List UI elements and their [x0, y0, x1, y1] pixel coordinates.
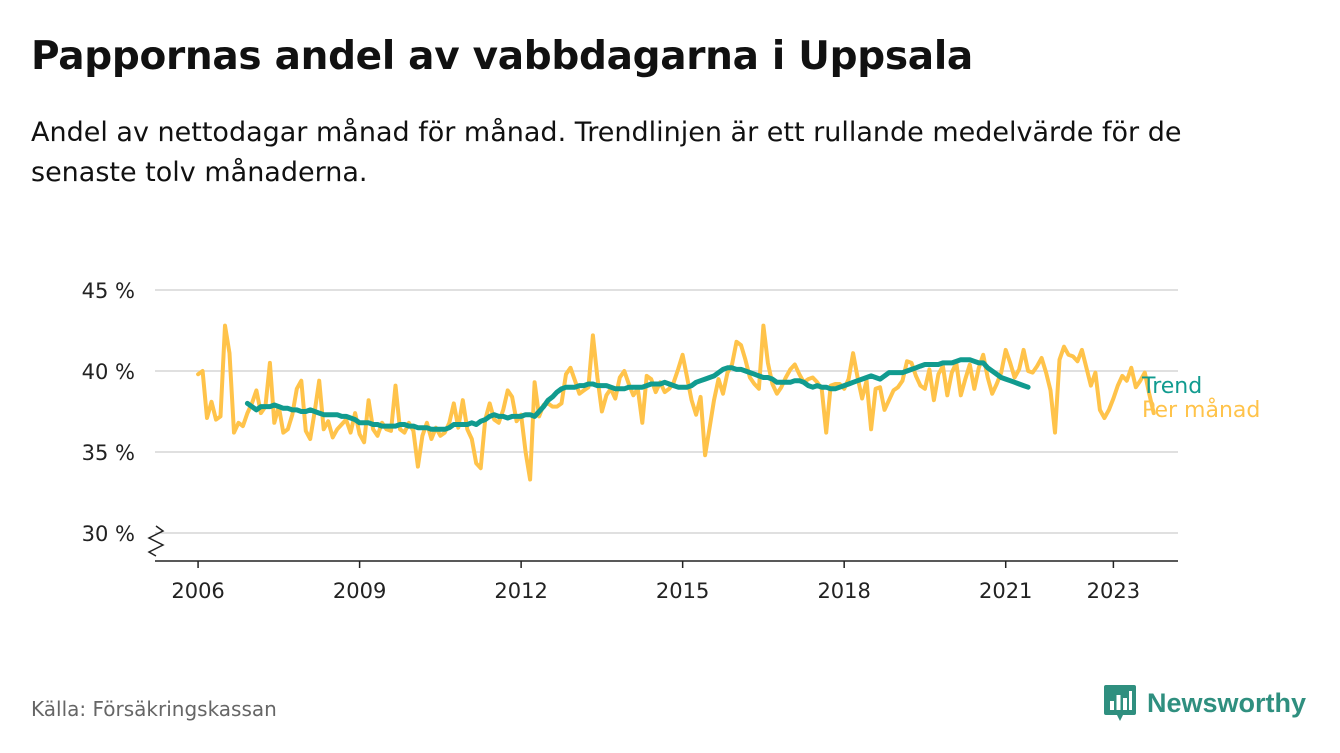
- newsworthy-logo-icon: [1104, 685, 1136, 721]
- x-tick-label: 2009: [333, 579, 386, 603]
- series-lines: [196, 323, 1156, 482]
- x-tick-label: 2006: [171, 579, 224, 603]
- series-label-trend: Trend: [1141, 374, 1202, 399]
- x-tick-label: 2015: [656, 579, 709, 603]
- y-tick-label: 35 %: [82, 441, 135, 465]
- series-label-per-manad: Per månad: [1142, 397, 1260, 423]
- x-tick-label: 2012: [494, 579, 547, 603]
- y-axis-labels: 30 % 35 % 40 % 45 %: [82, 279, 135, 546]
- series-line-trend: [244, 357, 1031, 432]
- chart-title: Pappornas andel av vabbdagarna i Uppsala: [31, 34, 973, 79]
- y-tick-label: 45 %: [82, 279, 135, 303]
- newsworthy-logo-text: Newsworthy: [1147, 687, 1307, 718]
- chart-subtitle: Andel av nettodagar månad för månad. Tre…: [31, 117, 1182, 188]
- axis-break-icon: [147, 525, 165, 557]
- y-tick-label: 30 %: [82, 522, 135, 546]
- newsworthy-logo: Newsworthy: [1103, 683, 1306, 723]
- x-axis: 2006 2009 2012 2015 2018 2021 2023: [147, 525, 1178, 603]
- x-tick-label: 2018: [817, 579, 870, 603]
- series-line-per-manad: [196, 323, 1156, 482]
- source-note: Källa: Försäkringskassan: [31, 697, 277, 721]
- grid-lines: [155, 289, 1178, 534]
- y-tick-label: 40 %: [82, 360, 135, 384]
- x-tick-label: 2023: [1087, 579, 1140, 603]
- x-tick-label: 2021: [979, 579, 1032, 603]
